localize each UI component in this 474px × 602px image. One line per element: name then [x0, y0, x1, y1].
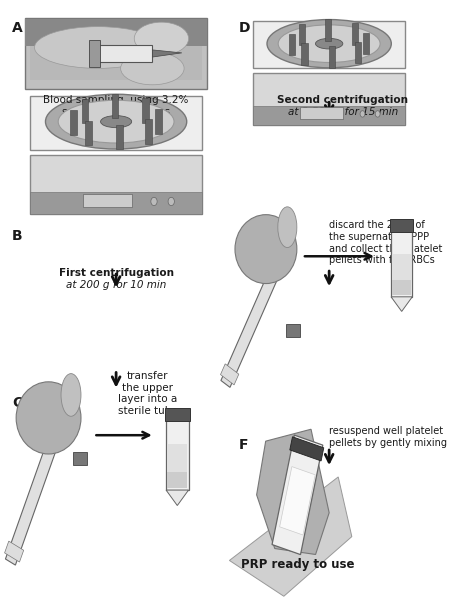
Bar — [355, 42, 361, 63]
Text: E: E — [238, 229, 248, 243]
Polygon shape — [152, 50, 182, 57]
Polygon shape — [52, 417, 65, 434]
Bar — [390, 219, 413, 232]
Ellipse shape — [134, 22, 189, 55]
Ellipse shape — [16, 382, 81, 454]
Bar — [30, 96, 202, 149]
Ellipse shape — [50, 423, 59, 435]
Bar — [167, 473, 187, 488]
Circle shape — [375, 111, 380, 117]
Text: D: D — [238, 20, 250, 35]
Circle shape — [151, 197, 157, 206]
Text: PRP ready to use: PRP ready to use — [241, 557, 354, 571]
Circle shape — [360, 111, 365, 117]
Ellipse shape — [235, 215, 297, 284]
Ellipse shape — [267, 19, 392, 68]
Text: resuspend well platelet
pellets by gently mixing: resuspend well platelet pellets by gentl… — [329, 426, 447, 448]
Ellipse shape — [272, 257, 281, 269]
Bar — [254, 105, 405, 125]
Bar — [166, 420, 189, 490]
Bar — [142, 99, 149, 123]
Bar — [70, 110, 77, 135]
Bar — [167, 444, 187, 488]
Bar — [30, 41, 202, 80]
Text: discard the 2/3rd of
the supernatant PPP
and collect the platelet
pellets with f: discard the 2/3rd of the supernatant PPP… — [329, 220, 443, 265]
Bar — [26, 17, 207, 89]
Polygon shape — [256, 429, 329, 554]
Bar — [116, 125, 123, 149]
Ellipse shape — [100, 116, 132, 128]
Text: F: F — [238, 438, 248, 452]
Ellipse shape — [316, 39, 343, 49]
Text: Blood sampling, using 3.2%
sodium citrate tubes: Blood sampling, using 3.2% sodium citrat… — [44, 95, 189, 117]
Bar — [165, 408, 190, 421]
Text: First centrifugation: First centrifugation — [59, 268, 173, 278]
Bar — [73, 452, 87, 465]
Bar — [98, 45, 152, 63]
Bar — [325, 19, 331, 41]
Polygon shape — [280, 467, 315, 535]
Polygon shape — [221, 261, 283, 387]
Bar — [329, 46, 335, 68]
Bar — [391, 231, 412, 297]
Bar — [30, 192, 202, 214]
Polygon shape — [220, 364, 239, 385]
Bar — [289, 34, 295, 55]
Polygon shape — [166, 490, 189, 506]
Bar — [26, 19, 207, 46]
Ellipse shape — [61, 374, 81, 416]
Bar — [364, 33, 369, 54]
Text: A: A — [12, 20, 23, 35]
Text: transfer
the upper
layer into a
sterile tube: transfer the upper layer into a sterile … — [118, 371, 178, 416]
Bar — [352, 23, 358, 45]
Polygon shape — [273, 252, 287, 268]
Bar — [286, 324, 300, 337]
Ellipse shape — [121, 52, 184, 85]
Bar — [392, 280, 411, 296]
Bar — [299, 23, 305, 45]
Text: Second centrifugation: Second centrifugation — [277, 95, 408, 105]
Bar — [111, 94, 118, 119]
Text: B: B — [12, 229, 22, 243]
Bar — [301, 107, 343, 119]
Ellipse shape — [278, 25, 380, 63]
Bar — [301, 43, 308, 64]
Bar — [82, 99, 89, 123]
Ellipse shape — [278, 207, 297, 247]
Bar — [83, 194, 132, 206]
Bar — [89, 40, 100, 67]
Ellipse shape — [46, 95, 187, 149]
Bar — [30, 155, 202, 214]
Bar — [392, 253, 411, 296]
Bar — [254, 21, 405, 68]
Polygon shape — [5, 428, 62, 565]
Text: C: C — [12, 397, 22, 411]
Bar — [254, 73, 405, 125]
Text: at 200 g for 10 min: at 200 g for 10 min — [66, 280, 166, 290]
Polygon shape — [290, 437, 324, 461]
Polygon shape — [391, 297, 412, 311]
Polygon shape — [5, 541, 24, 562]
Ellipse shape — [35, 26, 162, 69]
Bar — [145, 119, 152, 144]
Text: at 2,500 g for 15 min: at 2,500 g for 15 min — [288, 107, 398, 117]
Polygon shape — [272, 435, 323, 554]
Ellipse shape — [58, 101, 174, 143]
Bar — [85, 121, 91, 145]
Polygon shape — [229, 477, 352, 596]
Bar — [155, 110, 162, 134]
Circle shape — [168, 197, 174, 206]
